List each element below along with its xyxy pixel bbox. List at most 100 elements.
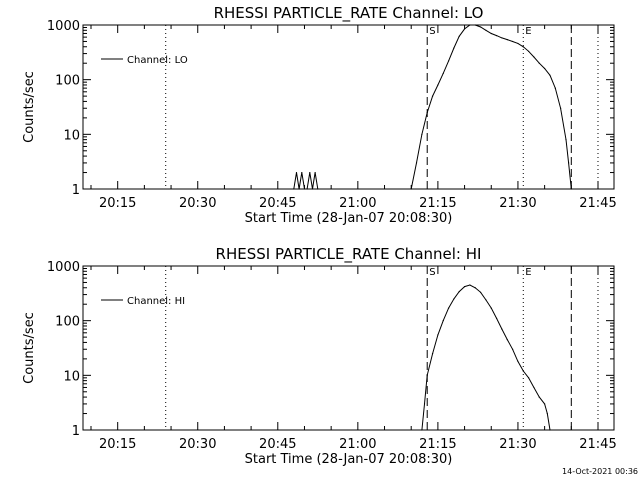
data-point: [479, 26, 482, 28]
y-tick-label: 100: [55, 315, 80, 330]
x-tick-label: 20:45: [259, 437, 296, 452]
data-point: [560, 107, 562, 109]
y-tick-label: 100: [55, 74, 80, 89]
data-point: [442, 72, 444, 75]
data-point: [512, 40, 514, 43]
data-point: [431, 95, 434, 97]
data-point: [533, 56, 535, 58]
data-point: [549, 74, 551, 76]
y-tick-label: 10: [63, 128, 80, 143]
data-point: [512, 348, 514, 350]
x-tick-label: 21:45: [579, 196, 616, 211]
data-point: [410, 188, 412, 190]
x-tick-label: 20:15: [99, 437, 136, 452]
chart-title: RHESSI PARTICLE_RATE Channel: LO: [214, 4, 484, 23]
data-point: [298, 188, 300, 190]
x-tick-label: 20:30: [179, 196, 216, 211]
x-axis-label: Start Time (28-Jan-07 20:08:30): [245, 452, 453, 467]
data-point: [463, 28, 466, 30]
x-tick-label: 20:15: [99, 196, 136, 211]
chart-panel-1: RHESSI PARTICLE_RATE Channel: LO 1 10 100 10…: [22, 4, 617, 226]
legend-label: Channel: LO: [127, 55, 188, 66]
data-point: [306, 188, 308, 190]
legend-label: Channel: HI: [127, 296, 185, 307]
data-point: [533, 386, 535, 389]
x-tick-label: 20:30: [179, 437, 216, 452]
data-point: [506, 39, 508, 41]
y-tick-label: 10: [63, 369, 80, 384]
data-point: [506, 339, 508, 341]
data-point: [301, 171, 303, 174]
data-point: [528, 50, 530, 52]
data-point: [485, 299, 487, 301]
data-point: [474, 287, 476, 289]
data-point: [495, 34, 498, 37]
data-point: [309, 171, 311, 174]
data-point: [501, 328, 503, 330]
data-point: [442, 320, 444, 322]
y-tick-label: 1: [72, 424, 80, 439]
marker-label: E: [525, 26, 531, 37]
data-point: [314, 171, 316, 174]
marker-label: S: [429, 267, 435, 278]
series-line: [421, 284, 551, 431]
data-point: [295, 171, 298, 174]
data-point: [522, 46, 524, 48]
y-axis-label: Counts/sec: [22, 312, 37, 384]
x-tick-label: 21:00: [339, 196, 376, 211]
data-point: [554, 87, 556, 89]
data-point: [303, 188, 306, 190]
data-point: [426, 374, 428, 376]
data-point: [544, 403, 546, 405]
data-point: [421, 133, 423, 135]
data-point: [490, 307, 492, 309]
data-point: [437, 84, 439, 86]
data-point: [495, 317, 498, 320]
data-point: [570, 188, 572, 190]
data-point: [447, 60, 450, 62]
x-tick-label: 21:15: [419, 437, 456, 452]
marker-label: E: [525, 267, 531, 278]
data-point: [453, 47, 455, 49]
data-point: [423, 403, 426, 405]
data-point: [549, 429, 551, 431]
data-point: [311, 188, 314, 190]
data-point: [522, 370, 524, 372]
x-tick-label: 20:45: [259, 196, 296, 211]
data-point: [565, 139, 567, 141]
y-tick-label: 1000: [47, 19, 80, 34]
x-axis-label: Start Time (28-Jan-07 20:08:30): [245, 211, 453, 226]
data-point: [546, 412, 548, 415]
data-point: [528, 377, 530, 379]
data-point: [501, 37, 503, 39]
data-point: [293, 188, 295, 190]
data-point: [415, 162, 418, 164]
data-point: [453, 298, 455, 300]
data-point: [447, 307, 450, 309]
x-tick-label: 21:30: [499, 437, 536, 452]
data-point: [431, 352, 434, 355]
data-point: [474, 24, 476, 26]
data-point: [517, 360, 519, 362]
data-point: [469, 24, 471, 26]
data-point: [485, 29, 487, 31]
data-point: [437, 334, 439, 336]
data-point: [490, 32, 492, 35]
chart-panel-2: RHESSI PARTICLE_RATE Channel: HI 1 10 100 10…: [22, 245, 617, 467]
figure-timestamp: 14-Oct-2021 00:36: [562, 467, 638, 476]
data-point: [517, 42, 519, 45]
data-point: [458, 35, 460, 37]
plot-frame: [82, 24, 615, 190]
data-point: [538, 396, 540, 398]
y-tick-label: 1: [72, 183, 80, 198]
x-tick-label: 21:00: [339, 437, 376, 452]
x-tick-label: 21:15: [419, 196, 456, 211]
x-tick-label: 21:30: [499, 196, 536, 211]
data-point: [568, 162, 570, 164]
x-tick-label: 21:45: [579, 437, 616, 452]
data-point: [426, 111, 428, 114]
data-point: [421, 429, 423, 431]
plot-frame: [82, 265, 615, 431]
marker-label: S: [429, 26, 435, 37]
